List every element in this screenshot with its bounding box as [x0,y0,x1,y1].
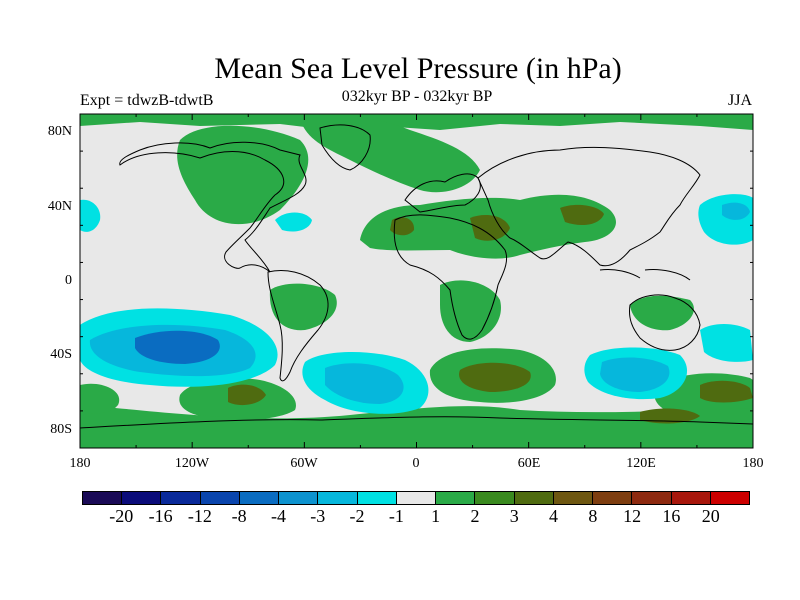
north-atlantic-low [275,212,312,232]
legend-label: 1 [431,506,441,526]
legend-swatch [671,492,711,504]
legend-label: 8 [588,506,598,526]
lat-label: 80N [47,124,72,139]
legend-swatch [632,492,672,504]
period-label: 032kyr BP - 032kyr BP [341,88,493,105]
season-label: JJA [727,92,752,109]
legend-label: -8 [231,506,247,526]
legend-label: 16 [662,506,681,526]
south-america-region [269,283,337,331]
legend-swatch [279,492,319,504]
map-fill [80,114,753,448]
legend-label: 4 [549,506,559,526]
north-pacific-low-west [80,199,101,232]
coastlines [80,124,753,429]
australia-coast [629,294,701,351]
legend-swatch [357,492,397,504]
south-indian-core [700,380,753,403]
australia-region [630,295,694,331]
africa-coast [393,214,508,340]
legend-swatch [553,492,594,504]
legend-swatch [200,492,240,504]
legend-swatch [83,492,123,504]
legend-label: 12 [623,506,642,526]
south-atlantic-mid [325,363,404,404]
legend-swatch [122,492,162,504]
south-america-coast [267,270,329,382]
chart-title: Mean Sea Level Pressure (in hPa) [214,52,622,85]
lon-label: 0 [412,456,420,471]
tasman-low [700,324,753,362]
axis-ticks [79,113,754,449]
west-pacific-region [80,383,120,414]
color-legend-bar [82,491,750,505]
asia-coast [477,146,701,267]
legend-label: -4 [270,506,286,526]
lon-label: 60E [517,456,541,471]
central-asia-core [560,204,604,226]
greenland-coast [319,124,371,171]
greenland-europe-region [300,115,480,193]
legend-swatch [436,492,476,504]
arctic-band [80,114,753,130]
southeast-pacific-core [135,330,220,364]
strong-positive-regions [228,204,753,424]
legend-label: -3 [310,506,326,526]
legend-label: 2 [470,506,480,526]
lat-label: 40S [50,347,72,362]
legend-label: -12 [187,506,212,526]
lat-label: 40N [47,199,72,214]
experiment-label: Expt = tdwzB-tdwtB [80,92,214,109]
legend-swatch [239,492,280,504]
lon-label: 180 [742,456,764,471]
lon-label: 120W [174,456,210,471]
north-pacific-mid [722,202,750,220]
legend-label: -20 [109,506,134,526]
strong-negative-regions [135,330,220,364]
antarctica-coast [80,416,753,429]
legend-label: 3 [509,506,519,526]
legend-swatch [514,492,554,504]
legend-label: -16 [148,506,173,526]
canada-region [177,125,309,225]
legend-swatch [710,492,749,504]
positive-anomaly-regions [80,114,753,448]
south-atlantic-core [459,362,531,392]
legend-swatch [161,492,201,504]
legend-swatch [396,492,437,504]
africa-region [440,280,501,342]
legend-label: 20 [701,506,720,526]
legend-label: -2 [349,506,365,526]
antarctic-core [640,408,700,424]
legend-swatch [593,492,633,504]
antarctic-band [80,405,753,448]
indian-mid [600,357,670,392]
south-pacific-core [228,384,266,406]
indonesia-coast [599,269,691,281]
legend-label: -1 [388,506,404,526]
legend-swatch [475,492,515,504]
sahara-core [390,217,415,236]
lon-label: 60W [290,456,318,471]
legend-swatch [318,492,358,504]
lon-label: 120E [626,456,656,471]
arabia-core [470,215,510,241]
lon-label: 180 [69,456,91,471]
lat-label: 0 [65,273,72,288]
lat-label: 80S [50,422,72,437]
